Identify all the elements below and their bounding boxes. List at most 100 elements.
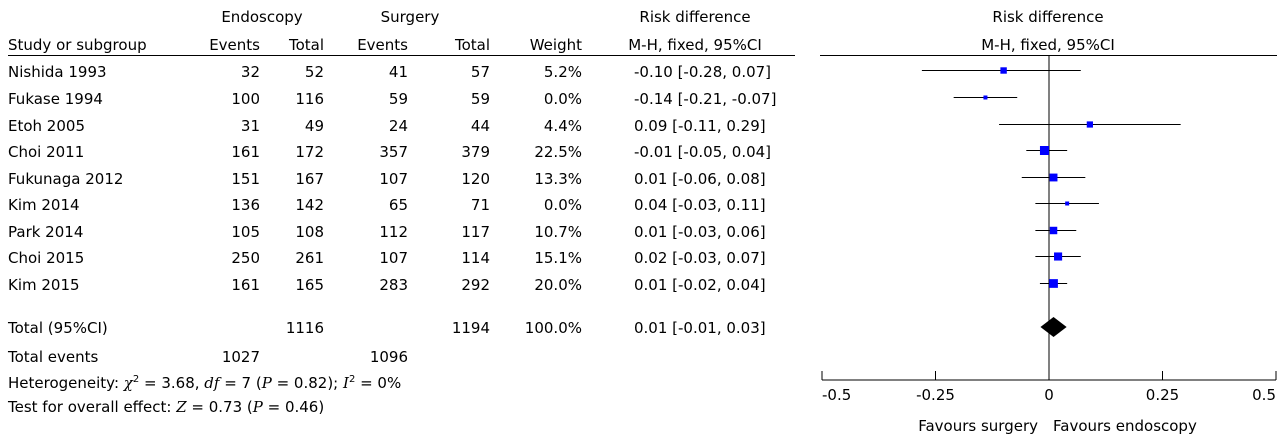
- pooled-diamond: [1040, 317, 1067, 337]
- surgery-events: 357: [379, 143, 408, 161]
- endoscopy-total: 108: [295, 223, 324, 241]
- study-ci-text: 0.01 [-0.06, 0.08]: [634, 170, 766, 188]
- study-name: Choi 2011: [8, 143, 85, 161]
- total-weight: 100.0%: [524, 319, 582, 337]
- surgery-group-header: Surgery: [380, 8, 440, 26]
- study-point-estimate: [1049, 173, 1058, 182]
- endoscopy-events: 161: [231, 143, 260, 161]
- study-point-estimate: [983, 95, 988, 100]
- study-ci-text: 0.04 [-0.03, 0.11]: [634, 196, 766, 214]
- study-point-estimate: [1065, 201, 1070, 206]
- study-point-estimate: [1000, 67, 1007, 74]
- overall-effect-test: Test for overall effect: Z = 0.73 (P = 0…: [8, 398, 325, 416]
- endoscopy-total: 52: [304, 63, 324, 81]
- heterogeneity-stat: Heterogeneity: χ2 = 3.68, df = 7 (P = 0.…: [8, 374, 402, 392]
- study-column-header: Study or subgroup: [8, 36, 147, 54]
- study-weight: 4.4%: [543, 117, 582, 135]
- surgery-events: 283: [379, 276, 408, 294]
- plot-header-rule: [820, 55, 1277, 56]
- study-name: Choi 2015: [8, 249, 85, 267]
- study-ci-text: 0.01 [-0.02, 0.04]: [634, 276, 766, 294]
- surgery-events: 24: [388, 117, 408, 135]
- study-ci-text: -0.10 [-0.28, 0.07]: [634, 63, 772, 81]
- surgery-total: 71: [470, 196, 490, 214]
- x-axis-tick-label: 0.25: [1146, 386, 1179, 404]
- surgery-total: 44: [470, 117, 490, 135]
- study-ci-text: 0.01 [-0.03, 0.06]: [634, 223, 766, 241]
- total-endoscopy-total: 1116: [285, 319, 324, 337]
- study-point-estimate: [1039, 146, 1049, 155]
- endoscopy-total-header: Total: [288, 36, 324, 54]
- endoscopy-events: 250: [231, 249, 260, 267]
- surgery-events: 107: [379, 170, 408, 188]
- study-weight: 20.0%: [534, 276, 582, 294]
- surgery-total: 114: [461, 249, 490, 267]
- study-weight: 15.1%: [534, 249, 582, 267]
- surgery-events-header: Events: [357, 36, 408, 54]
- endoscopy-events: 32: [240, 63, 260, 81]
- x-axis-tick-label: 0.5: [1252, 386, 1276, 404]
- study-weight: 0.0%: [543, 90, 582, 108]
- endoscopy-total: 167: [295, 170, 324, 188]
- study-name: Kim 2014: [8, 196, 80, 214]
- study-weight: 0.0%: [543, 196, 582, 214]
- endoscopy-total: 49: [304, 117, 324, 135]
- risk-difference-group-header: Risk difference: [639, 8, 751, 26]
- total-events-label: Total events: [8, 348, 99, 366]
- plot-title: Risk difference: [992, 8, 1104, 26]
- study-weight: 10.7%: [534, 223, 582, 241]
- surgery-total: 57: [470, 63, 490, 81]
- endoscopy-events: 105: [231, 223, 260, 241]
- surgery-total-header: Total: [454, 36, 490, 54]
- study-name: Fukase 1994: [8, 90, 103, 108]
- endoscopy-events: 161: [231, 276, 260, 294]
- study-ci-text: -0.01 [-0.05, 0.04]: [634, 143, 772, 161]
- study-ci-text: 0.02 [-0.03, 0.07]: [634, 249, 766, 267]
- favours-surgery-label: Favours surgery: [918, 417, 1038, 435]
- x-axis-tick-label: 0: [1044, 386, 1054, 404]
- study-name: Fukunaga 2012: [8, 170, 124, 188]
- surgery-events: 41: [388, 63, 408, 81]
- study-ci-text: -0.14 [-0.21, -0.07]: [634, 90, 777, 108]
- endoscopy-total: 116: [295, 90, 324, 108]
- study-weight: 13.3%: [534, 170, 582, 188]
- endoscopy-total: 261: [295, 249, 324, 267]
- study-name: Kim 2015: [8, 276, 80, 294]
- endoscopy-total: 165: [295, 276, 324, 294]
- endoscopy-group-header: Endoscopy: [221, 8, 303, 26]
- surgery-total: 120: [461, 170, 490, 188]
- total-surgery-total: 1194: [451, 319, 490, 337]
- endoscopy-events: 136: [231, 196, 260, 214]
- study-ci-text: 0.09 [-0.11, 0.29]: [634, 117, 766, 135]
- study-name: Nishida 1993: [8, 63, 107, 81]
- total-label: Total (95%CI): [8, 319, 108, 337]
- endoscopy-total: 172: [295, 143, 324, 161]
- study-point-estimate: [1049, 279, 1058, 288]
- favours-endoscopy-label: Favours endoscopy: [1053, 417, 1197, 435]
- study-weight: 5.2%: [543, 63, 582, 81]
- surgery-total: 59: [470, 90, 490, 108]
- endoscopy-events: 100: [231, 90, 260, 108]
- study-name: Park 2014: [8, 223, 84, 241]
- surgery-events: 59: [388, 90, 408, 108]
- table-header-rule: [8, 55, 795, 56]
- total-events-surgery: 1096: [369, 348, 408, 366]
- weight-header: Weight: [529, 36, 582, 54]
- x-axis-tick-label: -0.25: [916, 386, 955, 404]
- endoscopy-total: 142: [295, 196, 324, 214]
- plot-method-header: M-H, fixed, 95%CI: [981, 36, 1115, 54]
- study-weight: 22.5%: [534, 143, 582, 161]
- surgery-total: 117: [461, 223, 490, 241]
- study-point-estimate: [1086, 121, 1093, 128]
- endoscopy-events: 31: [240, 117, 260, 135]
- surgery-events: 112: [379, 223, 408, 241]
- study-name: Etoh 2005: [8, 117, 85, 135]
- study-point-estimate: [1054, 252, 1063, 261]
- surgery-events: 107: [379, 249, 408, 267]
- study-point-estimate: [1049, 226, 1058, 235]
- total-ci-text: 0.01 [-0.01, 0.03]: [634, 319, 766, 337]
- endoscopy-events: 151: [231, 170, 260, 188]
- method-header: M-H, fixed, 95%CI: [628, 36, 762, 54]
- surgery-total: 292: [461, 276, 490, 294]
